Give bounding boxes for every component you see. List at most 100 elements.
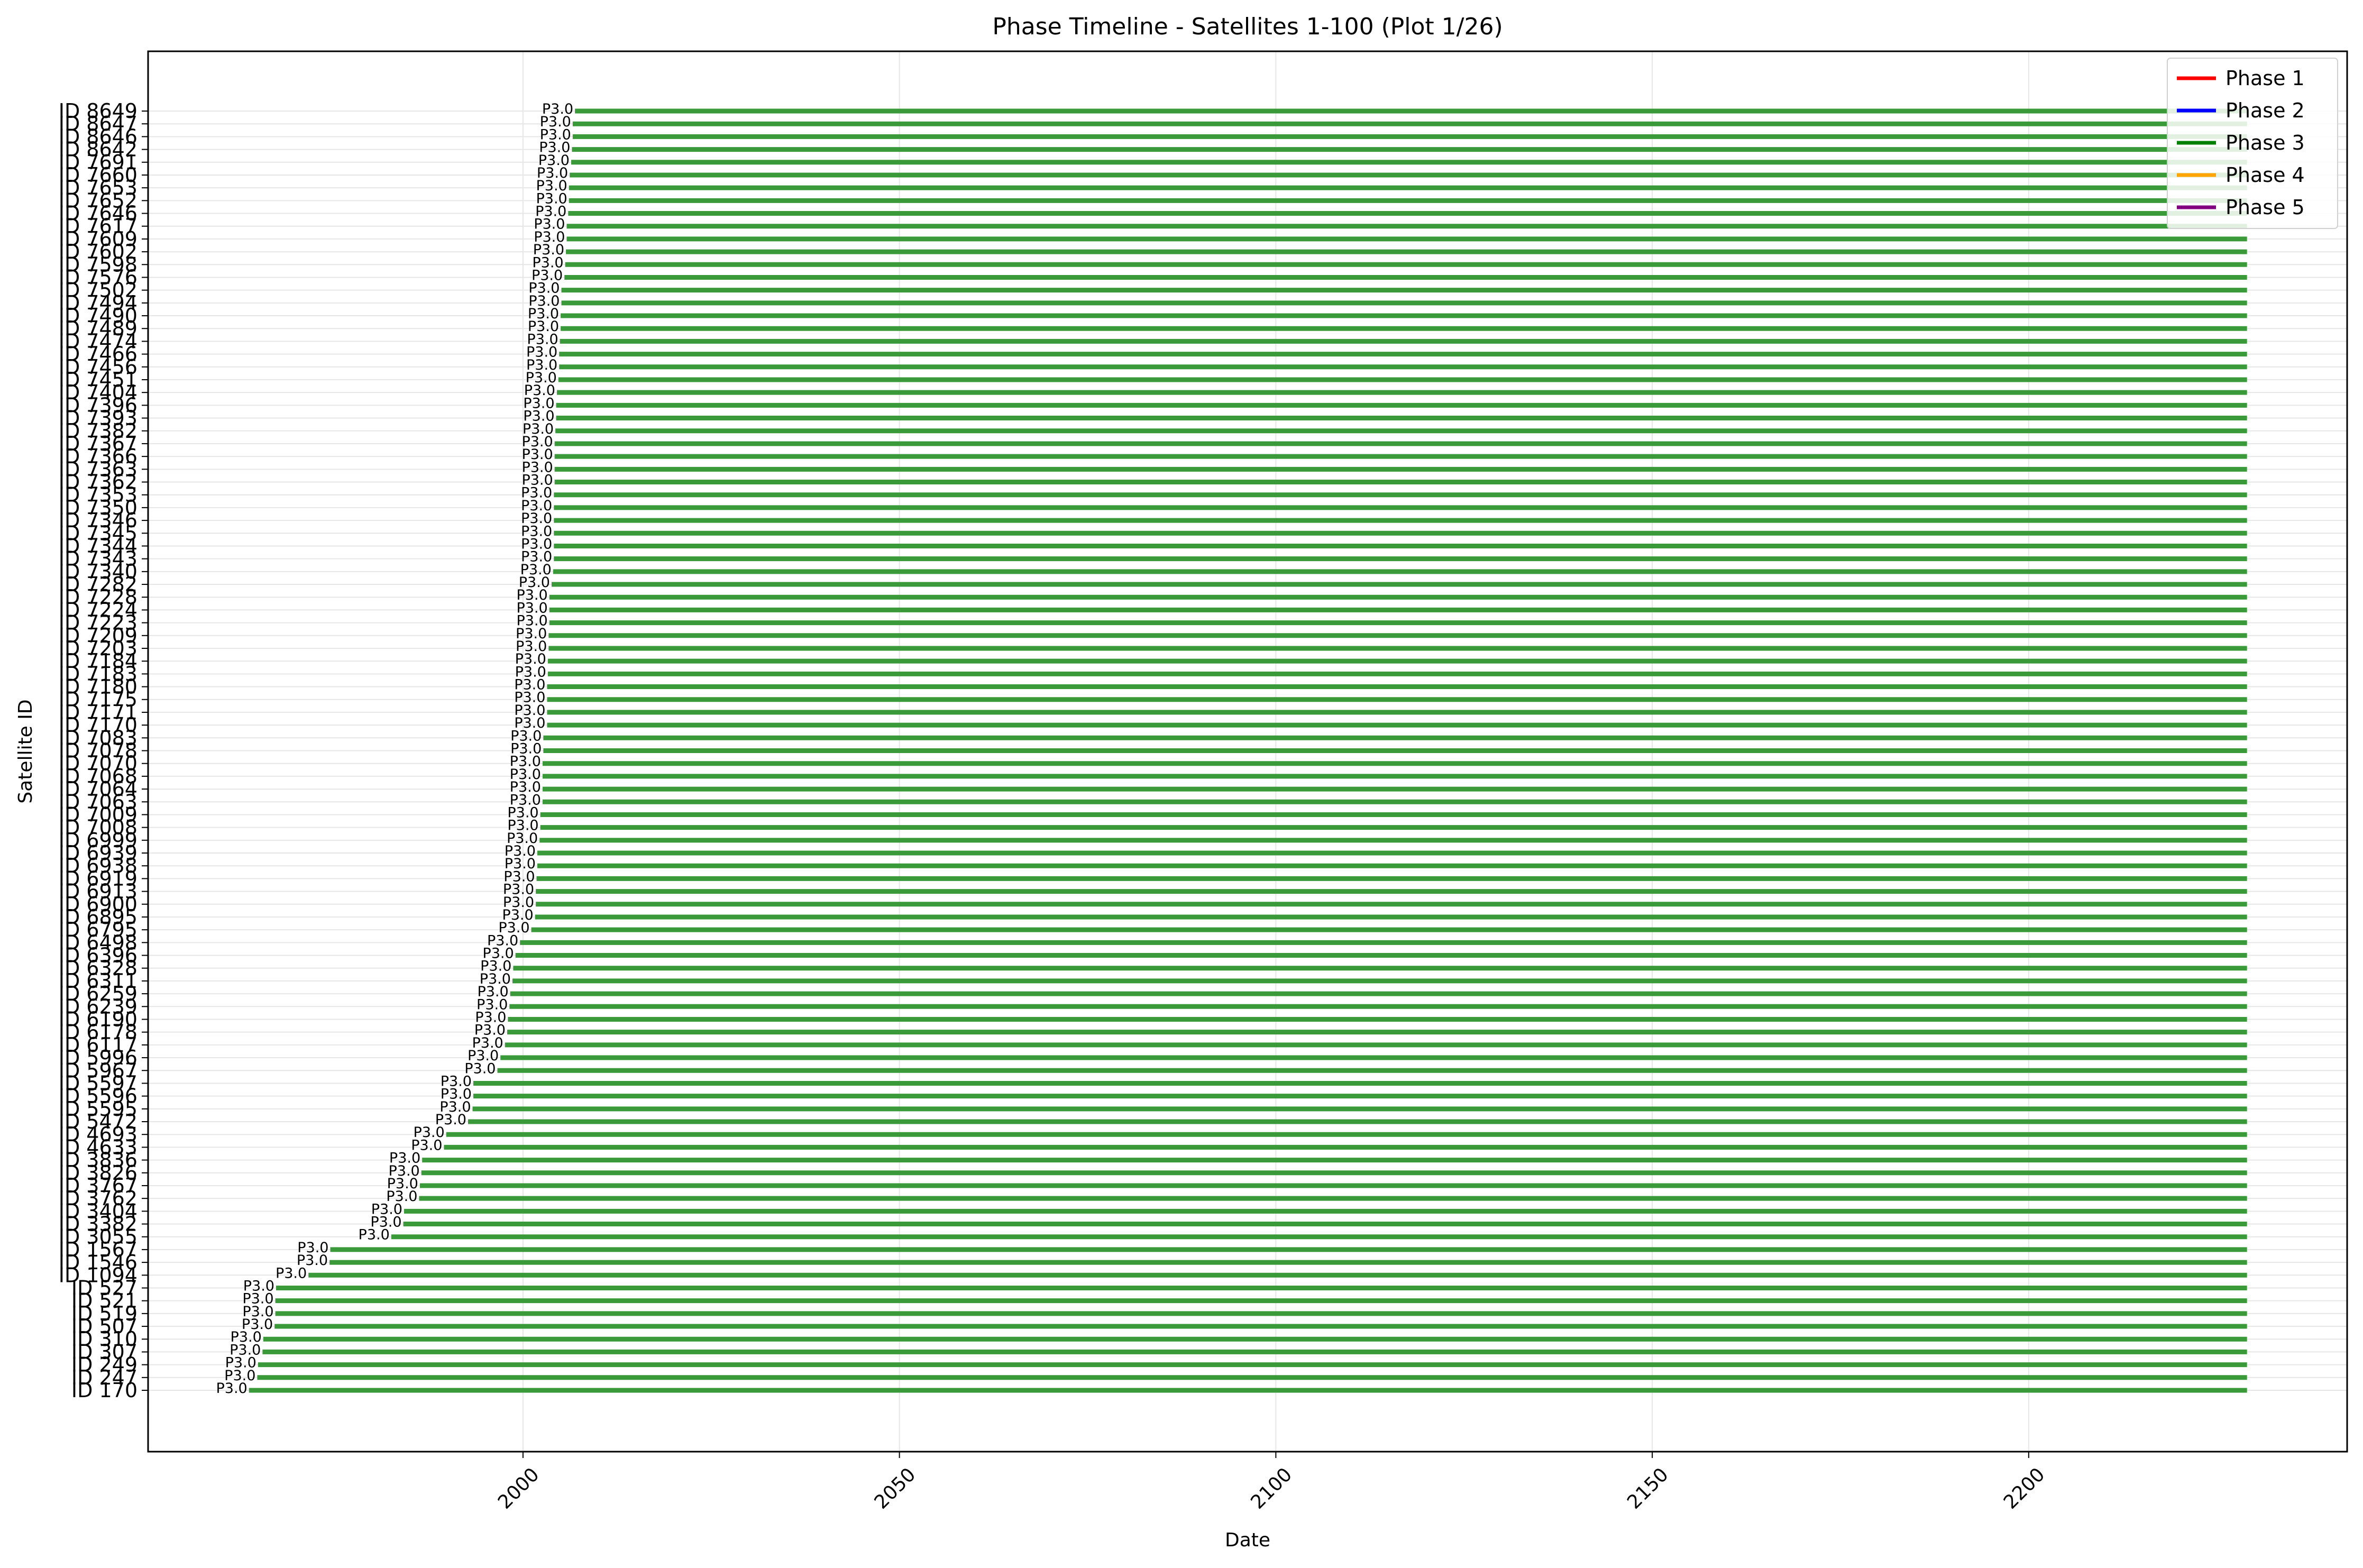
segment-label: P3.0	[521, 536, 552, 552]
legend-label: Phase 3	[2225, 131, 2305, 154]
y-tick-label: ID 7171	[59, 701, 138, 724]
chart-title: Phase Timeline - Satellites 1-100 (Plot …	[992, 13, 1503, 40]
y-tick-label: ID 5967	[59, 1059, 138, 1082]
y-tick-label: ID 7008	[59, 816, 138, 839]
y-tick-label: ID 7070	[59, 752, 138, 775]
segment-label: P3.0	[534, 216, 565, 233]
y-tick-label: ID 7183	[59, 662, 138, 685]
segment-label: P3.0	[242, 1304, 273, 1320]
y-tick-label: ID 7078	[59, 739, 138, 763]
y-tick-label: ID 307	[71, 1340, 138, 1363]
y-axis-label: Satellite ID	[15, 699, 36, 803]
y-tick-label: ID 3836	[59, 1149, 138, 1172]
y-tick-label: ID 507	[71, 1315, 138, 1338]
y-tick-label: ID 7494	[59, 291, 138, 315]
y-tick-label: ID 8646	[59, 125, 138, 148]
y-tick-label: ID 7346	[59, 509, 138, 532]
segment-label: P3.0	[519, 574, 550, 591]
y-tick-label: ID 7345	[59, 521, 138, 545]
y-tick-label: ID 6259	[59, 982, 138, 1005]
y-tick-label: ID 7456	[59, 355, 138, 379]
y-tick-label: ID 7366	[59, 445, 138, 468]
segment-label: P3.0	[230, 1342, 261, 1358]
segment-label: P3.0	[297, 1240, 328, 1256]
segment-label: P3.0	[243, 1278, 274, 1294]
y-tick-label: ID 7393	[59, 407, 138, 430]
segment-label: P3.0	[413, 1124, 444, 1141]
y-tick-label: ID 7343	[59, 547, 138, 571]
y-tick-label: ID 7170	[59, 713, 138, 737]
segment-label: P3.0	[297, 1252, 328, 1269]
y-tick-label: ID 247	[71, 1366, 138, 1389]
segment-label: P3.0	[510, 766, 541, 783]
y-tick-label: ID 7344	[59, 534, 138, 557]
segment-label: P3.0	[521, 485, 552, 501]
segment-label: P3.0	[386, 1188, 417, 1205]
y-tick-label: ID 5472	[59, 1110, 138, 1133]
y-tick-label: ID 1567	[59, 1238, 138, 1261]
segment-label: P3.0	[435, 1112, 466, 1128]
y-tick-label: ID 6938	[59, 854, 138, 877]
segment-label: P3.0	[540, 114, 571, 130]
x-axis-label: Date	[1225, 1529, 1270, 1551]
y-tick-label: ID 310	[71, 1327, 138, 1351]
segment-label: P3.0	[521, 549, 552, 565]
y-tick-label: ID 7362	[59, 471, 138, 494]
y-tick-label: ID 7064	[59, 777, 138, 801]
segment-label: P3.0	[523, 408, 554, 425]
y-tick-label: ID 8642	[59, 138, 138, 161]
segment-label: P3.0	[521, 498, 552, 514]
segment-label: P3.0	[441, 1086, 472, 1103]
segment-label: P3.0	[516, 638, 547, 655]
segment-label: P3.0	[521, 510, 552, 527]
y-tick-label: ID 527	[71, 1276, 138, 1299]
segment-label: P3.0	[521, 434, 553, 450]
y-tick-label: ID 6919	[59, 867, 138, 890]
segment-label: P3.0	[538, 152, 570, 169]
segment-label: P3.0	[516, 613, 547, 629]
y-tick-label: ID 6895	[59, 905, 138, 929]
segment-label: P3.0	[477, 984, 508, 1000]
y-tick-label: ID 7646	[59, 202, 138, 225]
y-tick-label: ID 3767	[59, 1174, 138, 1197]
y-tick-label: ID 7228	[59, 585, 138, 609]
y-tick-label: ID 7474	[59, 329, 138, 353]
segment-label: P3.0	[526, 344, 557, 361]
legend: Phase 1 Phase 2 Phase 3 Phase 4 Phase 5	[2167, 58, 2338, 229]
segment-label: P3.0	[387, 1176, 418, 1192]
segment-label: P3.0	[532, 267, 563, 283]
segment-label: P3.0	[507, 830, 538, 847]
phase-segments	[249, 108, 2247, 1393]
segment-label: P3.0	[475, 1009, 506, 1025]
segment-label: P3.0	[534, 229, 565, 245]
segment-label: P3.0	[487, 932, 518, 949]
y-tick-label: ID 7502	[59, 279, 138, 302]
segment-label: P3.0	[464, 1060, 496, 1077]
segment-label: P3.0	[516, 587, 547, 603]
y-tick-label: ID 3826	[59, 1161, 138, 1185]
segment-label: P3.0	[474, 1022, 506, 1039]
y-tick-label: ID 7363	[59, 457, 138, 481]
segment-label: P3.0	[477, 996, 508, 1013]
y-tick-label: ID 7353	[59, 483, 138, 507]
segment-label: P3.0	[536, 178, 567, 194]
y-tick-label: ID 6117	[59, 1033, 138, 1057]
y-tick-label: ID 6795	[59, 918, 138, 941]
segment-label: P3.0	[510, 792, 541, 808]
y-tick-label: ID 6328	[59, 957, 138, 980]
segment-label: P3.0	[516, 626, 547, 642]
y-tick-label: ID 7396	[59, 393, 138, 417]
segment-label: P3.0	[276, 1265, 307, 1281]
segment-label: P3.0	[503, 894, 534, 911]
y-tick-label: ID 5596	[59, 1085, 138, 1108]
segment-label: P3.0	[514, 677, 545, 693]
y-tick-label: ID 7282	[59, 573, 138, 596]
y-tick-label: ID 7653	[59, 176, 138, 199]
y-tick-label: ID 7451	[59, 368, 138, 391]
segment-label: P3.0	[532, 254, 563, 271]
legend-label: Phase 4	[2225, 163, 2305, 187]
segment-label: P3.0	[521, 523, 552, 539]
segment-label: P3.0	[411, 1137, 442, 1153]
segment-label: P3.0	[510, 741, 542, 757]
segment-label: P3.0	[510, 754, 541, 770]
